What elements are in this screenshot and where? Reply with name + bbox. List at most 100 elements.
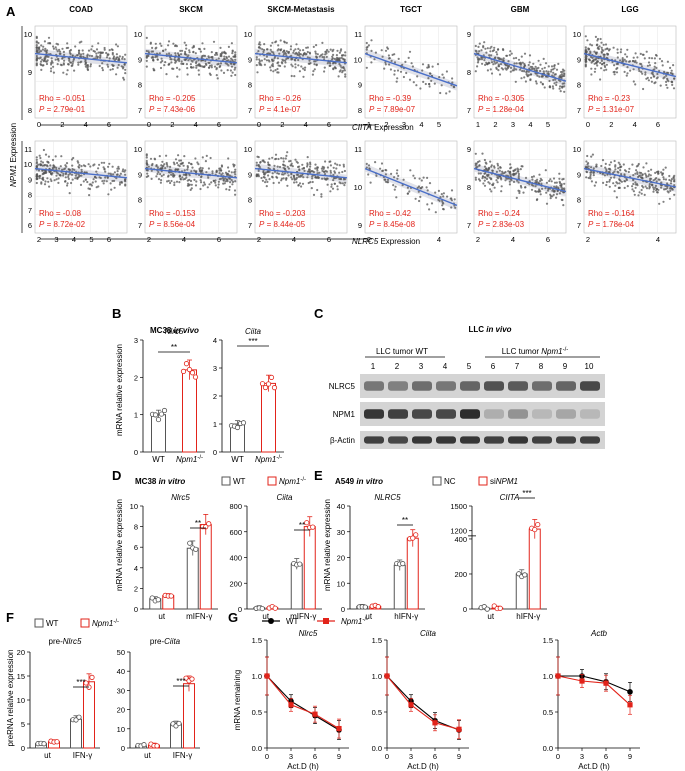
scatter-point — [86, 54, 89, 57]
scatter-point — [543, 86, 546, 89]
scatter-point — [210, 181, 213, 184]
scatter-point — [233, 63, 236, 66]
scatter-point — [234, 173, 237, 176]
scatter-point — [57, 172, 60, 175]
scatter-point — [513, 169, 516, 172]
scatter-point — [485, 51, 488, 54]
scatter-point — [228, 185, 231, 188]
scatter-point — [35, 56, 38, 59]
scatter-point — [563, 82, 566, 85]
scatter-point — [282, 157, 285, 160]
scatter-point — [541, 75, 544, 78]
scatter-point — [46, 165, 49, 168]
scatter-point — [283, 65, 286, 68]
scatter-point — [222, 178, 225, 181]
scatter-point — [666, 182, 669, 185]
scatter-point — [484, 176, 487, 179]
y-tick-label: 8 — [134, 523, 138, 532]
y-tick-label: 10 — [134, 30, 142, 39]
scatter-point — [422, 176, 425, 179]
scatter-point — [231, 183, 234, 186]
scatter-point — [284, 59, 287, 62]
scatter-point — [614, 184, 617, 187]
scatter-point — [279, 64, 282, 68]
scatter-point — [557, 62, 560, 65]
scatter-point — [215, 53, 219, 56]
y-tick-label: 10 — [244, 145, 252, 154]
x-tick-label: 3 — [409, 752, 413, 761]
scatter-point — [660, 60, 664, 63]
scatter-point — [480, 49, 483, 52]
scatter-point — [234, 168, 237, 171]
scatter-point — [296, 165, 300, 169]
scatter-point — [295, 43, 298, 46]
scatter-point — [563, 69, 566, 72]
scatter-point — [43, 40, 47, 43]
scatter-point — [650, 168, 653, 171]
scatter-point — [178, 165, 181, 168]
x-tick-label: 6 — [604, 752, 608, 761]
scatter-point — [453, 198, 456, 201]
y-tick-label: 9 — [358, 221, 362, 230]
scatter-point — [605, 168, 608, 171]
scatter-point — [595, 165, 598, 168]
scatter-point — [603, 61, 606, 64]
y-tick-label: 0 — [121, 744, 125, 753]
scatter-point — [145, 153, 148, 156]
scatter-point — [608, 167, 611, 170]
scatter-point — [69, 172, 72, 175]
scatter-point — [295, 173, 298, 176]
scatter-point — [306, 50, 309, 54]
scatter-point — [88, 194, 91, 197]
scatter-point — [383, 67, 386, 70]
scatter-point — [672, 176, 675, 179]
scatter-point — [263, 48, 266, 52]
panel-title: MC38 in vivo — [150, 326, 199, 335]
scatter-point — [50, 63, 53, 66]
scatter-point — [619, 165, 622, 169]
scatter-point — [388, 57, 391, 60]
scatter-point — [35, 62, 38, 65]
scatter-point — [337, 75, 340, 78]
scatter-point — [44, 153, 48, 156]
scatter-point — [124, 173, 127, 176]
scatter-point — [197, 163, 200, 166]
scatter-point — [57, 59, 60, 62]
scatter-point — [389, 68, 392, 71]
scatter-point — [326, 62, 329, 65]
scatter-point — [61, 56, 64, 59]
scatter-point — [491, 169, 494, 172]
scatter-point — [519, 168, 522, 171]
data-point — [89, 674, 95, 680]
panel-letter-F: F — [6, 610, 14, 625]
x-tick-label: 6 — [217, 120, 221, 129]
scatter-point — [608, 178, 612, 181]
scatter-point — [324, 160, 327, 163]
y-tick-label: 1.0 — [252, 672, 262, 681]
scatter-point — [619, 169, 622, 172]
scatter-point — [55, 166, 58, 169]
x-tick-label: 6 — [327, 120, 331, 129]
scatter-point — [207, 61, 210, 64]
legend-swatch — [432, 476, 442, 486]
scatter-point — [149, 42, 152, 45]
scatter-point — [224, 177, 227, 180]
lane-number: 1 — [371, 362, 376, 371]
scatter-point — [190, 170, 193, 173]
x-tick-label: WT — [152, 455, 165, 464]
scatter-point — [525, 70, 529, 73]
scatter-point — [499, 176, 502, 180]
scatter-point — [192, 51, 195, 54]
scatter-point — [309, 161, 312, 164]
scatter-point — [618, 163, 622, 166]
scatter-point — [474, 44, 477, 48]
scatter-point — [55, 48, 58, 51]
scatter-point — [558, 172, 561, 175]
scatter-point — [481, 175, 484, 178]
scatter-point — [369, 181, 372, 184]
scatter-point — [588, 47, 591, 51]
scatter-point — [208, 64, 212, 67]
scatter-point — [601, 62, 604, 66]
